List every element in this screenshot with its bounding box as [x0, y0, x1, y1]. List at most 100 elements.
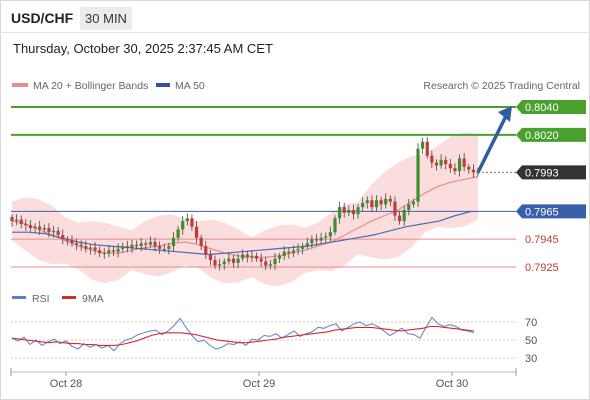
- candle-body: [268, 264, 272, 266]
- candle-body: [388, 198, 392, 202]
- candle-body: [416, 148, 420, 202]
- candle-body: [241, 254, 245, 259]
- candle-body: [116, 248, 120, 252]
- candle-body: [162, 248, 166, 250]
- candle-body: [111, 250, 116, 252]
- level-tag-bg-0-8020: [516, 127, 586, 142]
- candle-body: [144, 243, 148, 245]
- timeframe-badge[interactable]: 30 MIN: [80, 7, 132, 30]
- ma50-legend-swatch: [156, 83, 170, 87]
- rsi-ma-line: [11, 325, 475, 346]
- candle-body: [98, 250, 102, 254]
- rsi-legend-label: RSI: [32, 293, 50, 305]
- level-tag-0-8020: 0.8020: [525, 130, 559, 142]
- level-tag-bg-0-7993: [516, 165, 586, 180]
- candle-body: [259, 258, 263, 262]
- candle-body: [42, 228, 46, 230]
- candle-body: [314, 239, 319, 241]
- candle-body: [194, 226, 199, 238]
- candle-body: [70, 240, 74, 244]
- candle-body: [453, 168, 457, 171]
- candle-body: [79, 244, 83, 247]
- candle-body: [342, 207, 346, 213]
- candle-body: [176, 229, 180, 238]
- candle-body: [264, 261, 268, 266]
- ma20-line: [11, 176, 479, 258]
- candle-body: [347, 209, 351, 213]
- candle-body: [328, 232, 332, 237]
- candle-body: [282, 251, 286, 256]
- projection-arrow-head: [498, 106, 512, 122]
- candle-body: [384, 198, 388, 205]
- candle-body: [139, 243, 143, 247]
- candle-body: [374, 200, 379, 208]
- candle-body: [102, 253, 106, 255]
- candle-body: [407, 204, 411, 210]
- candle-body: [88, 247, 93, 249]
- instrument-title: USD/CHF: [11, 10, 74, 26]
- candle-body: [301, 246, 305, 249]
- projection-arrow: [476, 106, 512, 174]
- candle-body: [181, 221, 185, 230]
- candle-body: [107, 250, 111, 254]
- candle-body: [190, 218, 194, 227]
- level-tag-bg-0-8040: [516, 100, 586, 114]
- candle-body: [204, 246, 208, 255]
- ma50-line: [12, 210, 473, 256]
- candle-body: [319, 237, 323, 241]
- candle-body: [393, 201, 397, 216]
- candle-body: [93, 247, 97, 251]
- candle-body: [467, 166, 471, 170]
- candle-body: [227, 258, 231, 262]
- candle-body: [28, 225, 33, 229]
- candle-body: [291, 250, 296, 254]
- candle-body: [33, 226, 37, 229]
- rsi-tick-30: 30: [525, 353, 537, 365]
- candle-body: [10, 216, 14, 222]
- rsi-tick-70: 70: [525, 317, 537, 329]
- ma50-legend-label: MA 50: [175, 80, 205, 92]
- candle-body: [361, 203, 365, 208]
- candle-body: [171, 237, 176, 247]
- candle-body: [430, 155, 434, 163]
- candle-body: [74, 243, 79, 245]
- x-tick-label: Oct 30: [436, 378, 468, 390]
- candle-body: [213, 260, 217, 266]
- candle-body: [476, 172, 480, 174]
- candle-body: [365, 200, 369, 203]
- candle-body: [287, 251, 291, 254]
- moving-averages: [11, 176, 479, 258]
- candle-body: [130, 244, 134, 248]
- candle-body: [158, 246, 162, 249]
- candle-body: [324, 236, 328, 238]
- level-tag-0-7993: 0.7993: [525, 167, 559, 179]
- candle-body: [208, 254, 212, 261]
- candle-body: [199, 237, 203, 247]
- candle-body: [167, 246, 171, 249]
- candle-body: [65, 239, 69, 241]
- level-tag-bg-0-7965: [516, 204, 586, 219]
- candle-body: [397, 215, 402, 222]
- candle-body: [411, 201, 416, 205]
- ma20-legend-label: MA 20 + Bollinger Bands: [33, 80, 148, 92]
- candle-body: [153, 241, 157, 247]
- candle-body: [254, 255, 259, 259]
- candle-body: [84, 246, 88, 249]
- candle-body: [356, 207, 360, 215]
- candle-body: [24, 223, 28, 226]
- candle-body: [125, 246, 129, 248]
- x-axis: Oct 28 Oct 29 Oct 30: [10, 368, 517, 390]
- candle-body: [47, 228, 51, 233]
- candle-body: [121, 246, 125, 249]
- rsi-panel: 70 50 30: [11, 316, 537, 365]
- candle-body: [305, 243, 309, 247]
- ma20-legend-swatch: [12, 83, 28, 87]
- level-tags: 0.8040 0.8020 0.7993 0.7965 0.7945 0.7925: [516, 100, 586, 274]
- candle-body: [245, 254, 249, 258]
- candle-body: [434, 162, 439, 166]
- header-divider: [0, 32, 590, 33]
- rsi-legend-swatch: [12, 296, 26, 299]
- candle-body: [278, 255, 282, 259]
- level-tag-0-7965: 0.7965: [525, 206, 559, 218]
